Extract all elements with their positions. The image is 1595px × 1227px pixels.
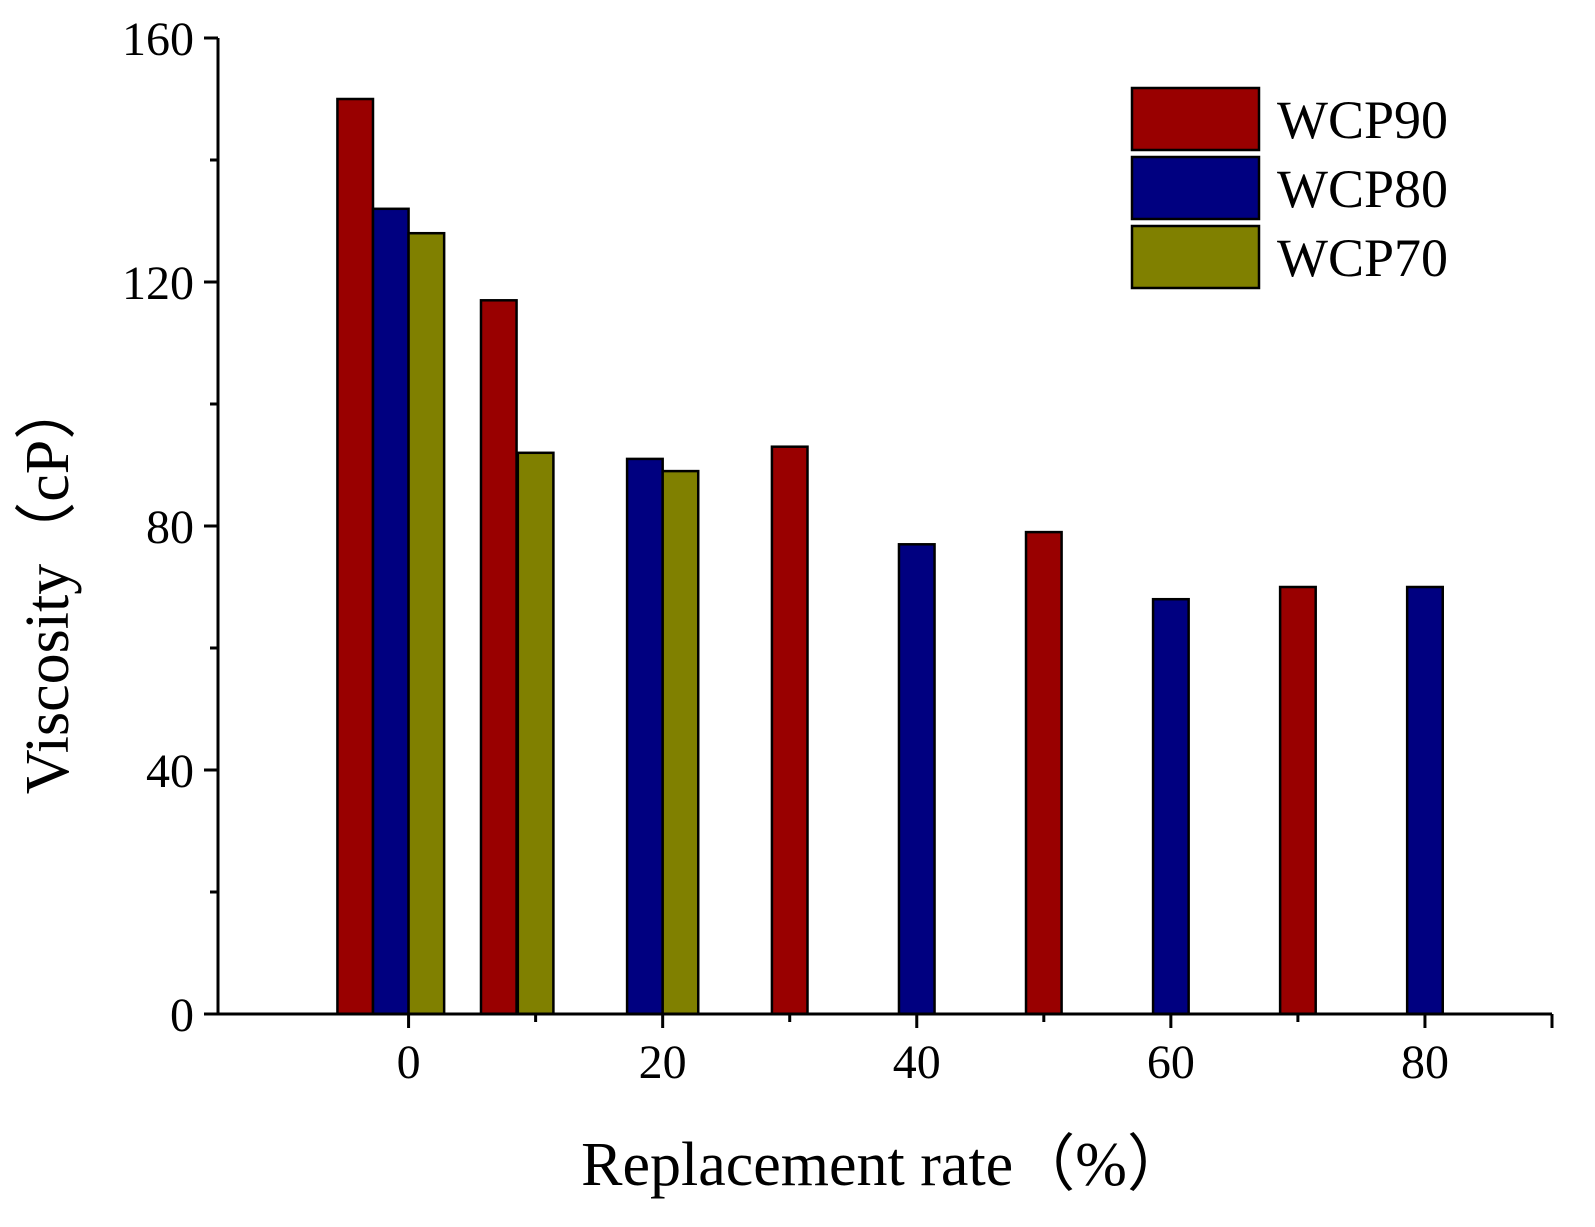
bars-layer xyxy=(336,97,1444,1016)
y-tick-label-80: 80 xyxy=(146,501,194,554)
x-tick-label-0: 0 xyxy=(397,1036,421,1089)
legend-swatch-wcp80 xyxy=(1130,155,1261,221)
y-tick-label-160: 160 xyxy=(122,13,194,66)
y-tick-label-0: 0 xyxy=(170,989,194,1042)
legend-swatch-wcp90 xyxy=(1130,86,1261,152)
bar-wcp80-60 xyxy=(1151,597,1190,1016)
bar-wcp80-80 xyxy=(1405,585,1444,1016)
legend-swatch-wcp70 xyxy=(1130,224,1261,290)
bar-wcp80-0 xyxy=(371,207,410,1016)
bar-wcp70-20 xyxy=(661,469,700,1016)
bar-wcp80-20 xyxy=(625,457,664,1016)
x-tick-label-80: 80 xyxy=(1401,1036,1449,1089)
legend: WCP90 WCP80 WCP70 xyxy=(1130,86,1448,290)
bar-wcp90-70 xyxy=(1278,585,1317,1016)
bar-wcp90-50 xyxy=(1024,530,1063,1016)
y-tick-label-40: 40 xyxy=(146,745,194,798)
bar-wcp70-10 xyxy=(516,451,555,1016)
x-axis-title: Replacement rate（%） xyxy=(581,1131,1189,1199)
legend-label-wcp70: WCP70 xyxy=(1277,228,1448,288)
legend-label-wcp90: WCP90 xyxy=(1277,90,1448,150)
bar-wcp90-10 xyxy=(479,299,518,1016)
y-tick-label-120: 120 xyxy=(122,257,194,310)
legend-label-wcp80: WCP80 xyxy=(1277,159,1448,219)
bar-wcp70-0 xyxy=(407,231,446,1016)
x-tick-label-20: 20 xyxy=(639,1036,687,1089)
bar-wcp80-40 xyxy=(897,543,936,1016)
x-tick-label-60: 60 xyxy=(1147,1036,1195,1089)
axes-layer: 0 40 80 120 160 0 20 40 60 80 xyxy=(122,13,1554,1089)
y-axis-title: Viscosity（cP） xyxy=(14,378,82,795)
x-tick-label-40: 40 xyxy=(893,1036,941,1089)
bar-wcp90-0 xyxy=(336,97,375,1016)
bar-wcp90-30 xyxy=(770,445,809,1016)
